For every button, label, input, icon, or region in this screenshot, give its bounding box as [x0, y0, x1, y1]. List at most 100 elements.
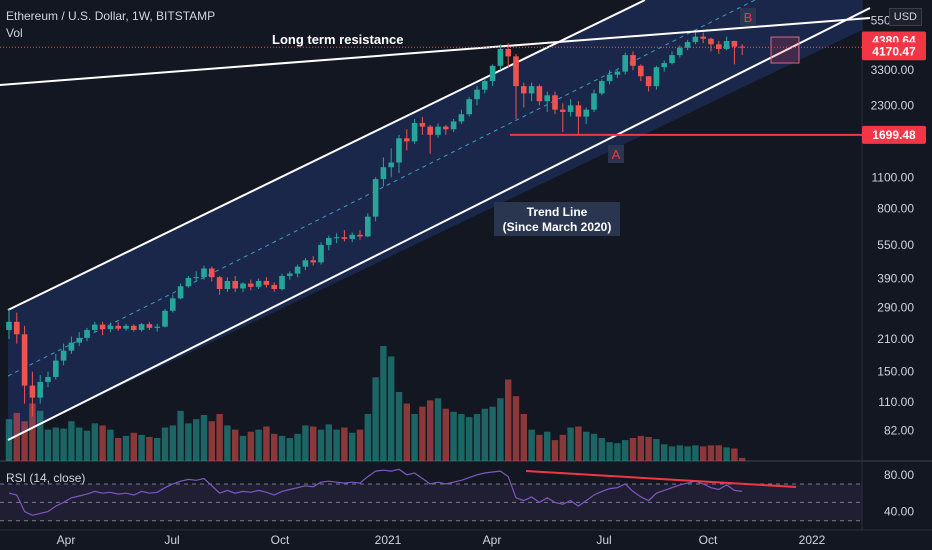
badge-support: 1699.48 — [872, 128, 916, 142]
candle-body — [107, 325, 114, 330]
candle-body — [201, 268, 207, 278]
point-b-bg — [740, 8, 756, 26]
volume-bar — [637, 435, 644, 461]
volume-bar — [115, 438, 122, 461]
volume-bar — [622, 440, 629, 461]
volume-bar — [692, 445, 699, 461]
price-tick-label: 150.00 — [877, 365, 914, 379]
candle-body — [232, 280, 238, 289]
price-tick-label: 82.00 — [884, 424, 914, 438]
volume-bar — [598, 438, 605, 461]
volume-bar — [122, 435, 130, 461]
channel-fill — [8, 0, 862, 440]
volume-bar — [450, 411, 457, 461]
volume-bar — [497, 398, 504, 461]
candle-body — [521, 86, 527, 94]
volume-bar — [629, 438, 637, 461]
volume-bar — [294, 433, 301, 461]
candle-body — [677, 47, 683, 56]
candle-body — [185, 277, 192, 287]
volume-bar — [13, 412, 20, 461]
candle-body — [6, 321, 12, 330]
volume-bar — [419, 406, 426, 461]
candle-body — [560, 109, 566, 112]
volume-bar — [232, 429, 239, 461]
candle-body — [474, 89, 480, 100]
candle-body — [583, 109, 589, 117]
rsi-label: RSI (14, close) — [6, 471, 86, 485]
volume-bar — [52, 427, 59, 461]
volume-bar — [442, 408, 449, 461]
candle-body — [528, 86, 535, 94]
candle-body — [357, 234, 363, 237]
candle-body — [294, 266, 301, 274]
volume-bar — [333, 429, 340, 461]
candle-body — [489, 65, 496, 82]
volume-bar — [130, 432, 137, 461]
chart-title: Ethereum / U.S. Dollar, 1W, BITSTAMP — [6, 9, 216, 23]
volume-bar — [614, 443, 621, 461]
badge-support-bg — [862, 125, 926, 144]
volume-bar — [263, 426, 270, 461]
highlight-box — [770, 36, 800, 64]
candle-body — [341, 237, 348, 239]
rsi-divergence-line — [525, 470, 797, 488]
volume-bar — [653, 439, 660, 461]
candle-body — [739, 46, 745, 48]
candle-body — [255, 280, 262, 287]
candle-body — [622, 55, 628, 72]
volume-bar — [458, 413, 465, 461]
candle-body — [700, 36, 706, 39]
currency-badge[interactable]: USD — [888, 8, 922, 26]
candle-body — [14, 321, 20, 335]
volume-bar — [606, 442, 613, 461]
volume-bar — [68, 421, 75, 461]
candle-body — [513, 56, 519, 87]
time-tick-label: Jul — [164, 533, 179, 547]
candle-body — [326, 238, 332, 245]
candle-body — [53, 360, 59, 378]
candle-body — [84, 329, 90, 338]
volume-bar — [76, 427, 83, 461]
volume-bar — [395, 392, 403, 461]
volume-bar — [247, 431, 254, 461]
time-tick-label: Jul — [596, 533, 611, 547]
candle-body — [458, 114, 465, 122]
candle-body — [170, 298, 176, 311]
rsi-band — [0, 484, 862, 521]
volume-bar — [224, 425, 231, 461]
price-tick-label: 3300.00 — [871, 63, 915, 77]
candle-body — [544, 95, 550, 102]
volume-bar — [466, 417, 473, 461]
candle-body — [443, 126, 449, 130]
volume-bar — [356, 429, 364, 461]
volume-bar — [161, 427, 169, 461]
candle-body — [552, 95, 558, 110]
candle-body — [131, 325, 137, 330]
volume-bar — [364, 413, 371, 461]
volume-bar — [21, 421, 28, 461]
time-tick-label: Oct — [271, 533, 290, 547]
candle-body — [567, 105, 574, 112]
volume-bar — [83, 430, 91, 461]
candle-body — [669, 55, 675, 64]
rsi-line — [8, 468, 743, 516]
candle-body — [536, 86, 543, 102]
volume-bar — [60, 428, 67, 461]
candle-body — [76, 337, 82, 343]
candle-body — [427, 126, 433, 135]
volume-bar — [528, 429, 535, 461]
trendline-label: Trend Line — [527, 205, 588, 219]
volume-bar — [489, 406, 496, 461]
volume-bar — [91, 423, 98, 461]
candle-body — [638, 65, 644, 77]
volume-bar — [723, 447, 730, 461]
volume-bar — [559, 434, 566, 461]
candle-body — [177, 286, 184, 299]
candle-body — [45, 377, 51, 382]
volume-bar — [427, 400, 434, 461]
volume-bar — [216, 413, 223, 461]
volume-bar — [661, 444, 668, 461]
candle-body — [396, 138, 402, 163]
